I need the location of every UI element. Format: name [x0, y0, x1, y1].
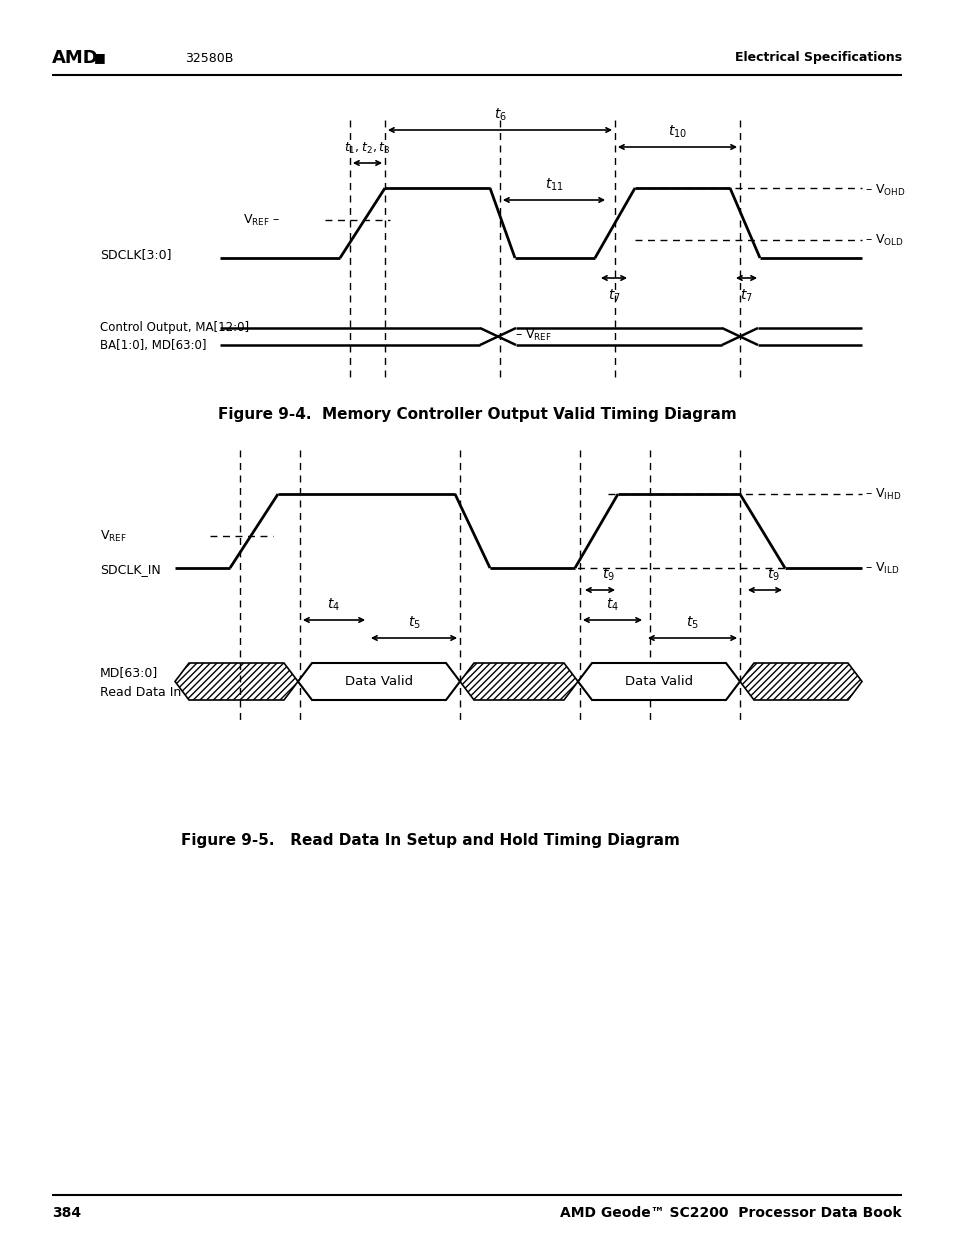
- Text: $t_5$: $t_5$: [407, 615, 420, 631]
- Text: Figure 9-4.  Memory Controller Output Valid Timing Diagram: Figure 9-4. Memory Controller Output Val…: [217, 408, 736, 422]
- Text: $t_9$: $t_9$: [601, 567, 614, 583]
- Text: $t_4$: $t_4$: [605, 597, 618, 613]
- Text: 384: 384: [52, 1207, 81, 1220]
- Text: $t_6$: $t_6$: [493, 106, 506, 124]
- Text: – V$_{\rm IHD}$: – V$_{\rm IHD}$: [864, 487, 901, 501]
- Text: BA[1:0], MD[63:0]: BA[1:0], MD[63:0]: [100, 338, 206, 352]
- Text: $t_5$: $t_5$: [685, 615, 699, 631]
- Text: – V$_{\rm OLD}$: – V$_{\rm OLD}$: [864, 232, 902, 247]
- Text: SDCLK[3:0]: SDCLK[3:0]: [100, 248, 172, 262]
- Text: 32580B: 32580B: [185, 52, 233, 64]
- Text: ■: ■: [94, 52, 106, 64]
- Polygon shape: [578, 663, 740, 700]
- Text: Figure 9-5.   Read Data In Setup and Hold Timing Diagram: Figure 9-5. Read Data In Setup and Hold …: [180, 832, 679, 847]
- Polygon shape: [297, 663, 459, 700]
- Text: Data Valid: Data Valid: [345, 676, 413, 688]
- Text: Electrical Specifications: Electrical Specifications: [734, 52, 901, 64]
- Text: $t_1, t_2, t_3$: $t_1, t_2, t_3$: [344, 141, 390, 156]
- Text: $t_{10}$: $t_{10}$: [667, 124, 686, 140]
- Text: $t_9$: $t_9$: [765, 567, 779, 583]
- Text: SDCLK_IN: SDCLK_IN: [100, 563, 161, 577]
- Text: Data Valid: Data Valid: [624, 676, 692, 688]
- Text: AMD Geode™ SC2200  Processor Data Book: AMD Geode™ SC2200 Processor Data Book: [559, 1207, 901, 1220]
- Text: V$_{\rm REF}$: V$_{\rm REF}$: [100, 529, 127, 543]
- Text: – V$_{\rm ILD}$: – V$_{\rm ILD}$: [864, 561, 899, 576]
- Text: – V$_{\rm REF}$: – V$_{\rm REF}$: [515, 327, 552, 342]
- Text: $t_7$: $t_7$: [607, 288, 619, 304]
- Text: MD[63:0]: MD[63:0]: [100, 667, 158, 679]
- Text: V$_{\rm REF}$ –: V$_{\rm REF}$ –: [242, 212, 280, 227]
- Text: $t_4$: $t_4$: [327, 597, 340, 613]
- Text: Read Data In: Read Data In: [100, 685, 181, 699]
- Text: – V$_{\rm OHD}$: – V$_{\rm OHD}$: [864, 183, 904, 198]
- Text: Control Output, MA[12:0]: Control Output, MA[12:0]: [100, 321, 249, 335]
- Text: AMD: AMD: [52, 49, 99, 67]
- Text: $t_7$: $t_7$: [740, 288, 752, 304]
- Text: $t_{11}$: $t_{11}$: [544, 177, 563, 193]
